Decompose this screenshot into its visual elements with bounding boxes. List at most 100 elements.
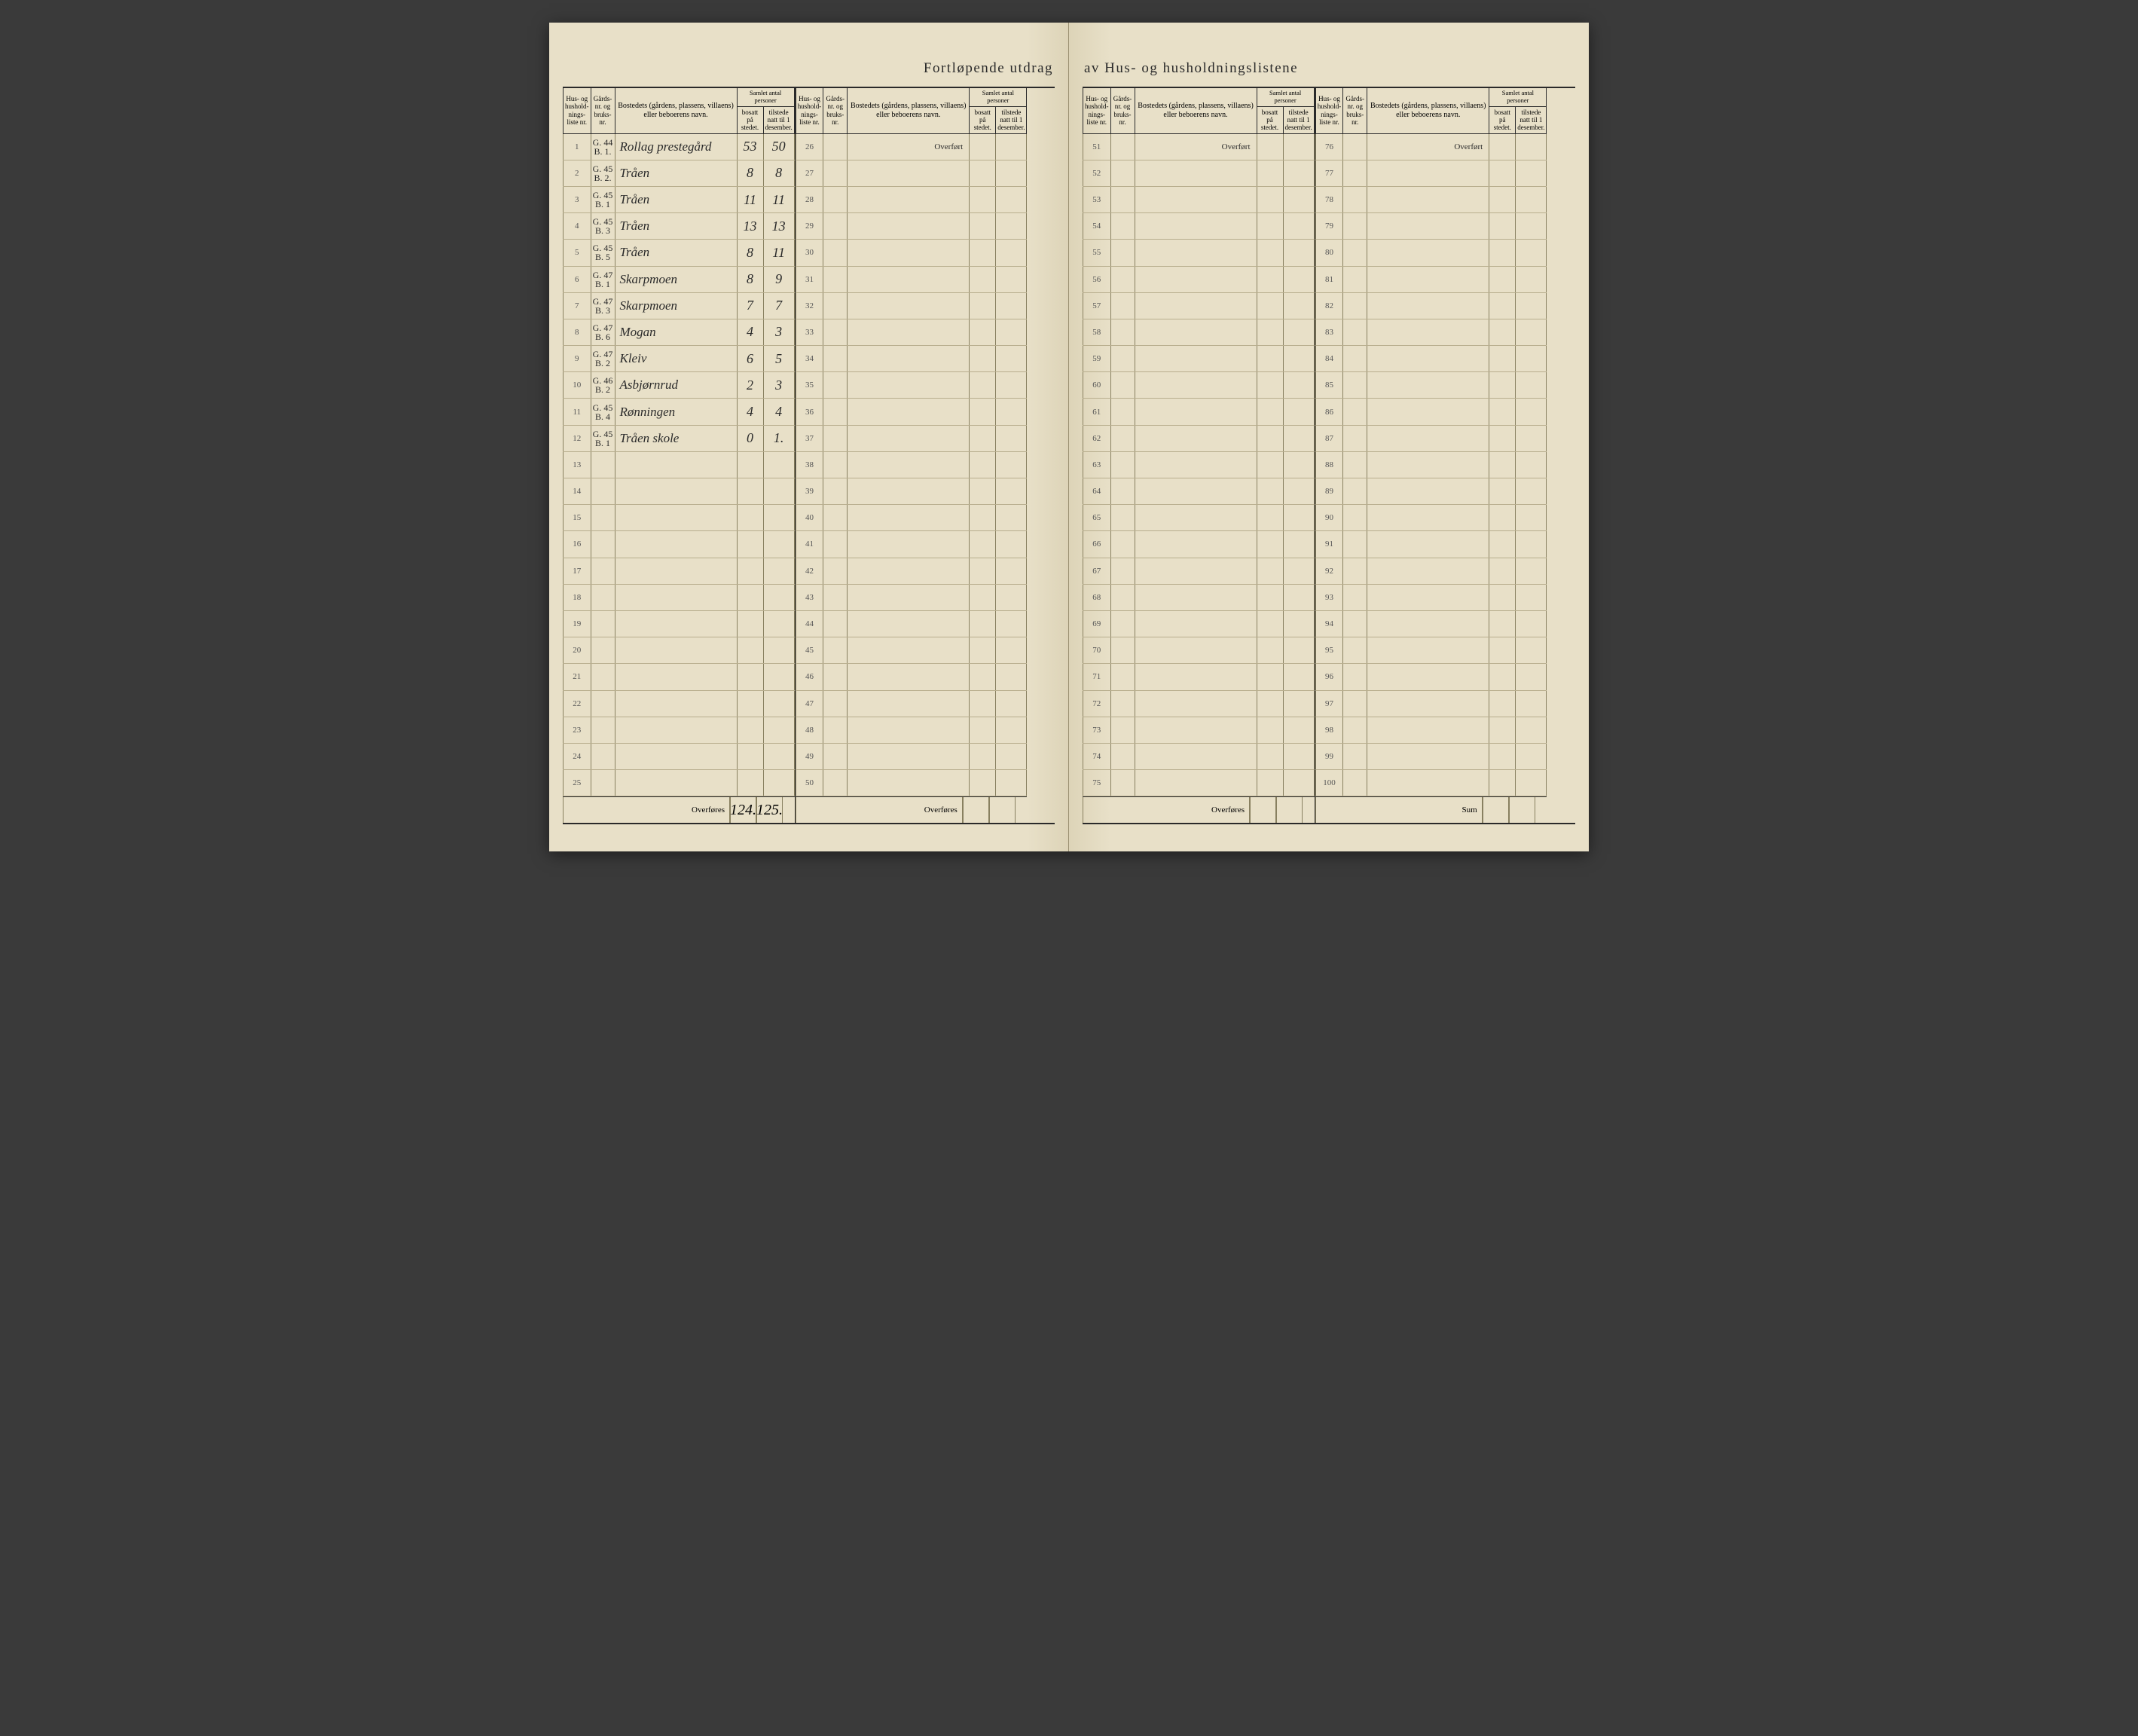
table-row: 46 [796,664,1027,690]
table-row: 63 [1083,451,1315,478]
cell-tilstede [1283,505,1314,531]
row-number: 82 [1315,292,1343,319]
table-row: 88 [1315,451,1547,478]
cell-gard [591,637,615,664]
cell-tilstede [1516,717,1547,743]
footer-c: Overføres [1083,796,1315,823]
cell-tilstede [996,664,1027,690]
cell-bosatt [1257,372,1283,399]
cell-navn [848,186,970,212]
cell-navn [1135,584,1257,610]
cell-gard [823,690,848,717]
cell-bosatt [970,478,996,505]
cell-navn [1135,478,1257,505]
cell-tilstede [1516,425,1547,451]
section-d: Hus- og hushold-nings-liste nr. Gårds-nr… [1315,88,1547,823]
table-row: 29 [796,213,1027,240]
row-number: 2 [564,160,591,186]
row-number: 24 [564,743,591,769]
cell-bosatt [737,451,763,478]
cell-gard [1343,584,1367,610]
row-number: 51 [1083,133,1111,160]
cell-tilstede [1516,266,1547,292]
row-number: 29 [796,213,823,240]
row-number: 95 [1315,637,1343,664]
hdr-samlet: Samlet antal personer [1489,88,1547,106]
overfores-label: Overføres [796,797,963,823]
cell-tilstede [1516,160,1547,186]
row-number: 42 [796,558,823,584]
cell-navn [615,770,737,796]
cell-bosatt [737,531,763,558]
cell-navn [848,425,970,451]
cell-gard [1343,717,1367,743]
cell-bosatt: 6 [737,346,763,372]
row-number: 70 [1083,637,1111,664]
cell-navn [1135,637,1257,664]
row-number: 19 [564,610,591,637]
cell-gard: G. 47B. 2 [591,346,615,372]
table-row: 42 [796,558,1027,584]
cell-gard [823,717,848,743]
cell-gard [1110,160,1135,186]
row-number: 43 [796,584,823,610]
cell-bosatt: 4 [737,399,763,425]
row-number: 26 [796,133,823,160]
cell-gard: G. 47B. 6 [591,319,615,345]
cell-navn [1367,743,1489,769]
cell-gard [823,478,848,505]
row-number: 52 [1083,160,1111,186]
cell-navn [848,770,970,796]
table-row: 36 [796,399,1027,425]
table-row: 18 [564,584,795,610]
cell-navn [1367,186,1489,212]
row-number: 80 [1315,240,1343,266]
cell-bosatt [1257,186,1283,212]
table-row: 4G. 45B. 3Tråen1313 [564,213,795,240]
table-row: 95 [1315,637,1547,664]
cell-bosatt [970,558,996,584]
cell-tilstede [996,451,1027,478]
cell-navn [1135,558,1257,584]
cell-tilstede [1516,186,1547,212]
cell-tilstede [996,240,1027,266]
row-number: 81 [1315,266,1343,292]
table-row: 97 [1315,690,1547,717]
cell-navn [1135,505,1257,531]
cell-gard: G. 47B. 3 [591,292,615,319]
cell-navn: Overført [1135,133,1257,160]
row-number: 72 [1083,690,1111,717]
cell-bosatt [1257,266,1283,292]
table-row: 28 [796,186,1027,212]
cell-gard [1110,637,1135,664]
row-number: 76 [1315,133,1343,160]
table-row: 26Overført [796,133,1027,160]
row-number: 91 [1315,531,1343,558]
table-row: 25 [564,770,795,796]
cell-gard [1343,664,1367,690]
cell-navn [848,505,970,531]
cell-tilstede [1516,637,1547,664]
cell-bosatt [1489,133,1516,160]
table-row: 61 [1083,399,1315,425]
table-row: 39 [796,478,1027,505]
cell-bosatt [1257,584,1283,610]
cell-navn [848,319,970,345]
row-number: 38 [796,451,823,478]
row-number: 97 [1315,690,1343,717]
page-left: Fortløpende utdrag Hus- og hushold-nings… [549,23,1069,851]
cell-gard [823,610,848,637]
cell-tilstede [1283,186,1314,212]
row-number: 68 [1083,584,1111,610]
section-b: Hus- og hushold-nings-liste nr. Gårds-nr… [795,88,1028,823]
cell-navn [615,717,737,743]
row-number: 33 [796,319,823,345]
cell-navn [1367,292,1489,319]
table-row: 49 [796,743,1027,769]
title-left: Fortløpende utdrag [924,60,1053,77]
cell-bosatt [1257,451,1283,478]
cell-tilstede [996,584,1027,610]
cell-navn [848,399,970,425]
table-row: 11G. 45B. 4Rønningen44 [564,399,795,425]
row-number: 83 [1315,319,1343,345]
